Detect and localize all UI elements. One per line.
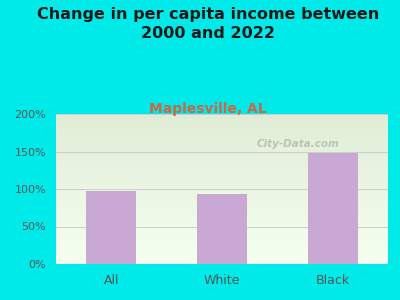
Bar xyxy=(308,153,358,264)
Text: Maplesville, AL: Maplesville, AL xyxy=(149,102,267,116)
Text: Change in per capita income between
2000 and 2022: Change in per capita income between 2000… xyxy=(37,8,379,41)
Text: City-Data.com: City-Data.com xyxy=(257,139,340,149)
Bar xyxy=(86,191,136,264)
Bar xyxy=(197,194,247,264)
